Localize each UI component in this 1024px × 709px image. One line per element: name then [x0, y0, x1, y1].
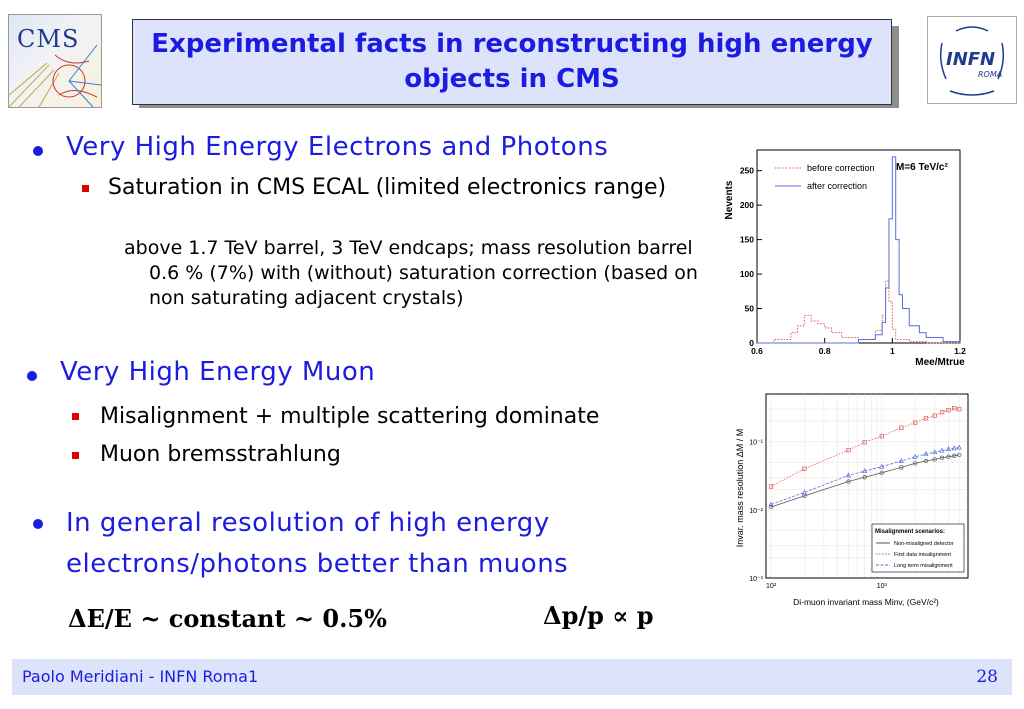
plot2-point-first — [939, 410, 945, 415]
cms-logo-graphic — [9, 44, 101, 107]
bullet-general-resolution: In general resolution of high energy ele… — [66, 508, 569, 579]
ecal-saturation-chart: 0 50 100 150 200 250 0.6 0.8 1 1.2 before correct… — [724, 149, 966, 368]
plot1-xtick-label: 1.2 — [954, 346, 966, 356]
plot2-point-first — [802, 466, 807, 471]
infn-logo-subtext: ROMA — [978, 70, 1003, 79]
plot2-series-ideal — [770, 454, 960, 508]
plot2-point-ideal — [899, 465, 904, 470]
muon-resolution-chart: 10⁻³ 10⁻² 10⁻¹ 10² 10³ Misalignment scenario… — [735, 393, 969, 607]
plot1-ytick-label: 250 — [740, 166, 754, 176]
title-box: Experimental facts in reconstructing hig… — [132, 19, 892, 105]
plot2-xtick-label: 10² — [766, 583, 777, 590]
bullet-dot-3 — [33, 519, 43, 529]
plot2-point-long — [945, 446, 952, 451]
plot2-legend-box — [871, 523, 965, 573]
infn-logo-text: INFN — [946, 49, 996, 70]
page-title: Experimental facts in reconstructing hig… — [151, 29, 873, 94]
plot1-annotation: M=6 TeV/c² — [896, 162, 948, 173]
plot2-point-long — [912, 453, 918, 459]
footer-author: Paolo Meridiani - INFN Roma1 — [22, 667, 259, 686]
plot2-point-first — [862, 440, 867, 445]
cms-logo-text: CMS — [17, 25, 80, 53]
plot2-point-long — [768, 501, 774, 507]
plot2-series-long — [770, 447, 960, 505]
plot2-ytick-label: 10⁻² — [749, 508, 763, 515]
plot2-point-ideal — [768, 504, 774, 510]
bullet-electrons-photons: Very High Energy Electrons and Photons — [66, 132, 609, 162]
plot2-legend-long: Long term misalignment — [894, 563, 953, 569]
bullet-muon: Very High Energy Muon — [60, 357, 376, 387]
plot1-ytick-label: 0 — [749, 338, 754, 348]
plot2-point-ideal — [862, 475, 867, 480]
subbullet-bremsstrahlung: Muon bremsstrahlung — [100, 442, 341, 467]
plot2-legend-first: First data misalignment — [894, 552, 951, 558]
plot2-point-ideal — [879, 470, 884, 475]
plot2-xlabel: Di-muon invariant mass Minv, (GeV/c²) — [793, 597, 939, 607]
plot2-point-first — [846, 448, 851, 453]
plot1-series-after — [757, 156, 961, 344]
plot2-point-long — [862, 468, 868, 474]
plot1-xtick-label: 0.6 — [751, 346, 763, 356]
plot2-legend-title: Misalignment scenarios: — [875, 529, 945, 535]
plot2-point-first — [932, 413, 937, 418]
plot2-ytick-label: 10⁻¹ — [749, 440, 763, 447]
infn-logo-graphic — [939, 26, 1005, 96]
plot2-point-first — [879, 434, 884, 439]
plot2-series-first — [770, 407, 960, 487]
electron-resolution-formula: ΔE/E ~ constant ~ 0.5% — [68, 604, 387, 633]
plot2-point-long — [956, 444, 962, 450]
plot1-xlabel: Mee/Mtrue — [915, 357, 965, 368]
plot1-frame — [756, 149, 961, 344]
plot2-point-long — [898, 458, 904, 463]
subbullet-marker-3 — [72, 452, 79, 459]
subbullet-marker-1 — [82, 185, 89, 192]
subbullet-misalignment: Misalignment + multiple scattering domin… — [100, 404, 600, 429]
plot2-legend-ideal: Non-misaligned detector — [894, 541, 954, 547]
plot2-point-first — [899, 425, 904, 430]
detail-saturation: above 1.7 TeV barrel, 3 TeV endcaps; mas… — [124, 237, 698, 309]
plot2-point-long — [939, 447, 945, 453]
footer-bar: Paolo Meridiani - INFN Roma1 28 — [12, 659, 1012, 695]
plot1-legend-before: before correction — [807, 163, 875, 173]
plot2-point-ideal — [952, 453, 957, 458]
plot2-point-first — [768, 484, 774, 489]
plot2-ytick-label: 10⁻³ — [749, 576, 763, 583]
plot1-ytick-label: 100 — [740, 269, 754, 279]
plot2-point-first — [946, 407, 951, 413]
plot1-xtick-label: 1 — [890, 346, 895, 356]
muon-resolution-formula: Δp/p ∝ p — [543, 601, 654, 630]
plot2-point-long — [951, 445, 957, 451]
plot2-point-long — [801, 489, 807, 495]
plot2-point-ideal — [957, 452, 962, 458]
plot2-point-ideal — [946, 454, 951, 459]
plot2-point-first — [923, 416, 929, 421]
infn-logo: INFN ROMA — [927, 16, 1017, 104]
cms-logo: CMS — [8, 14, 102, 108]
plot1-xtick-label: 0.8 — [819, 346, 831, 356]
page-number: 28 — [976, 667, 998, 687]
plot1-ytick-label: 50 — [745, 304, 755, 314]
plot2-point-first — [957, 406, 962, 412]
plot2-point-first — [913, 420, 918, 425]
plot2-point-long — [879, 463, 885, 469]
plot2-point-ideal — [939, 455, 945, 460]
subbullet-marker-2 — [72, 413, 79, 420]
plot2-point-long — [932, 449, 938, 455]
plot2-point-ideal — [846, 479, 851, 484]
plot2-point-ideal — [913, 461, 918, 466]
plot2-point-ideal — [932, 457, 937, 462]
plot1-ylabel: Nevents — [724, 180, 735, 219]
plot2-ylabel: Invar. mass resolution ΔM / M — [735, 429, 745, 548]
plot2-xtick-label: 10³ — [877, 583, 888, 590]
subbullet-saturation: Saturation in CMS ECAL (limited electron… — [108, 175, 667, 200]
plot2-point-long — [923, 451, 929, 456]
plot1-legend-after: after correction — [807, 181, 867, 191]
plot2-point-ideal — [923, 458, 929, 464]
bullet-dot-2 — [27, 371, 37, 381]
plot1-ytick-label: 150 — [740, 235, 754, 245]
plot1-ytick-label: 200 — [740, 200, 754, 210]
bullet-dot-1 — [33, 146, 43, 156]
plot2-point-first — [952, 406, 957, 411]
plot2-point-long — [845, 472, 852, 478]
